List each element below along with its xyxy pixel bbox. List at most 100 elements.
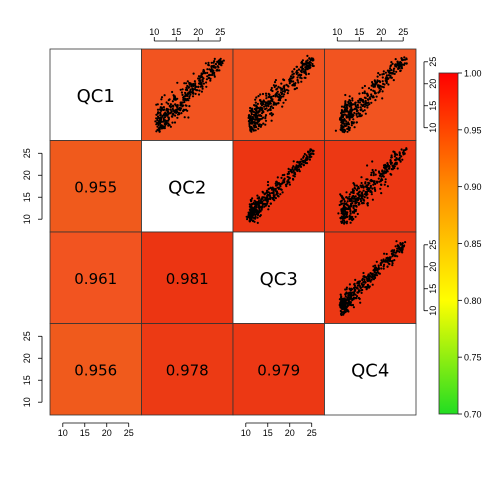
scatter-point: [251, 197, 254, 200]
scatter-point: [251, 110, 254, 113]
axis-tick-label: 10: [22, 214, 32, 224]
scatter-point: [305, 162, 309, 165]
scatter-point: [392, 79, 395, 82]
scatter-point: [247, 215, 250, 218]
colorbar: 0.70 0.75 0.80 0.85 0.90 0.95 1.00: [438, 69, 482, 420]
scatter-point: [277, 102, 280, 105]
scatter-point: [393, 167, 396, 170]
scatter-point: [354, 101, 357, 105]
scatter-point: [256, 121, 259, 124]
scatter-point: [172, 98, 176, 101]
scatter-point: [259, 106, 262, 109]
scatter-point: [364, 99, 367, 103]
scatter-point: [259, 210, 262, 213]
scatter-point: [352, 194, 355, 198]
scatter-point: [197, 85, 200, 89]
scatter-point: [171, 115, 174, 118]
scatter-point: [180, 103, 183, 106]
scatter-point: [277, 195, 280, 198]
scatter-point: [179, 88, 182, 91]
scatter-point: [213, 60, 216, 63]
scatter-point: [257, 199, 261, 203]
scatter-point: [292, 80, 295, 83]
scatter-point: [269, 112, 272, 115]
scatter-point: [350, 198, 353, 201]
scatter-point: [390, 61, 393, 64]
scatter-point: [361, 110, 365, 113]
scatter-point: [194, 92, 197, 95]
scatter-point: [287, 172, 290, 175]
scatter-point: [295, 87, 298, 90]
scatter-point: [386, 69, 389, 72]
scatter-points-1-3: [337, 147, 408, 225]
scatter-point: [388, 263, 391, 266]
axis-tick-label: 25: [307, 428, 317, 438]
scatter-point: [270, 191, 274, 195]
scatter-points-1-2: [245, 148, 315, 224]
scatter-point: [361, 202, 364, 205]
scatter-point: [257, 124, 260, 128]
scatter-point: [274, 84, 278, 87]
scatter-point: [264, 92, 268, 95]
scatter-point: [216, 60, 219, 64]
scatter-point: [342, 306, 345, 309]
scatter-point: [366, 279, 369, 283]
scatter-point: [352, 114, 355, 117]
scatter-point: [201, 85, 204, 88]
scatter-point: [344, 304, 347, 307]
scatter-point: [340, 109, 343, 112]
scatter-point: [277, 93, 281, 96]
scatter-point: [390, 173, 393, 176]
scatter-point: [378, 180, 381, 183]
scatter-point: [358, 190, 361, 193]
scatter-point: [343, 212, 346, 215]
scatter-point: [218, 62, 222, 65]
scatter-point: [390, 252, 393, 255]
scatter-point: [176, 81, 179, 84]
scatter-point: [266, 196, 269, 199]
scatter-point: [275, 184, 278, 187]
scatter-point: [353, 289, 356, 292]
scatter-point: [291, 166, 294, 169]
scatter-point: [363, 196, 366, 199]
axis-tick-label: 20: [428, 262, 438, 272]
scatter-point: [400, 57, 403, 60]
scatter-point: [295, 72, 298, 75]
scatter-point: [386, 265, 389, 268]
scatter-point: [384, 77, 387, 80]
scatter-point: [262, 199, 265, 202]
scatter-point: [401, 251, 404, 254]
scatter-point: [352, 191, 355, 194]
scatter-point: [202, 82, 205, 85]
scatter-point: [350, 287, 353, 290]
scatter-point: [267, 205, 270, 208]
correlation-cell-2-0: [49, 231, 142, 324]
scatter-point: [264, 117, 267, 120]
scatter-point: [349, 216, 353, 220]
scatter-point: [347, 304, 350, 307]
scatter-point: [186, 109, 189, 112]
scatter-point: [274, 197, 277, 200]
scatter-point: [293, 175, 296, 178]
scatter-point: [296, 169, 299, 172]
scatter-point: [378, 89, 381, 93]
scatter-point: [156, 115, 160, 118]
scatter-point: [294, 173, 297, 176]
scatter-point: [180, 91, 183, 94]
axis-tick-label: 10: [428, 123, 438, 133]
top-axis-col-4: 10 15 20 25: [332, 27, 408, 42]
scatter-point: [382, 72, 385, 76]
scatter-point: [205, 78, 208, 81]
scatter-point: [371, 187, 374, 190]
scatter-point: [359, 108, 362, 111]
scatter-point: [350, 202, 353, 205]
scatter-point: [398, 151, 401, 154]
scatter-point: [362, 271, 365, 275]
scatter-point: [380, 259, 383, 262]
scatter-point: [205, 81, 208, 84]
scatter-point: [352, 103, 355, 106]
scatter-point: [255, 213, 258, 216]
scatter-point: [344, 103, 347, 106]
scatter-point: [160, 103, 163, 106]
scatter-point: [356, 103, 359, 107]
